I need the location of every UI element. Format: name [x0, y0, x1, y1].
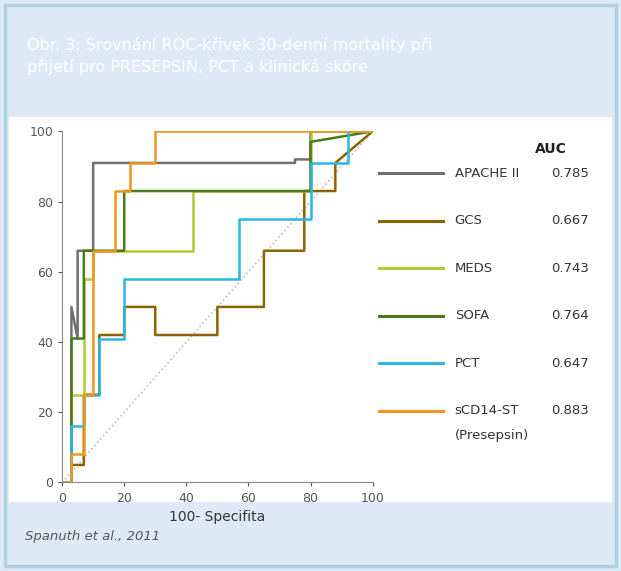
- Text: 0.883: 0.883: [551, 404, 589, 417]
- Text: 0.764: 0.764: [551, 309, 589, 322]
- Text: Spanuth et al., 2011: Spanuth et al., 2011: [25, 529, 160, 542]
- Text: GCS: GCS: [455, 214, 483, 227]
- Text: PCT: PCT: [455, 357, 480, 369]
- Text: MEDS: MEDS: [455, 262, 492, 275]
- Text: APACHE II: APACHE II: [455, 167, 519, 180]
- Text: SOFA: SOFA: [455, 309, 489, 322]
- Text: (Presepsin): (Presepsin): [455, 429, 529, 441]
- Text: sCD14-ST: sCD14-ST: [455, 404, 519, 417]
- Text: 0.667: 0.667: [551, 214, 589, 227]
- Text: Obr. 3: Srovnání ROC-křivek 30-denní mortality při
přijetí pro PRESEPSIN, PCT a : Obr. 3: Srovnání ROC-křivek 30-denní mor…: [27, 37, 433, 75]
- X-axis label: 100- Specifita: 100- Specifita: [170, 510, 265, 524]
- Text: 0.743: 0.743: [551, 262, 589, 275]
- Text: 0.785: 0.785: [551, 167, 589, 180]
- Text: AUC: AUC: [535, 142, 567, 156]
- Text: 0.647: 0.647: [551, 357, 589, 369]
